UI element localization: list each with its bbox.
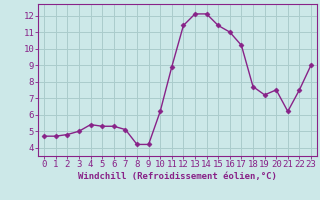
X-axis label: Windchill (Refroidissement éolien,°C): Windchill (Refroidissement éolien,°C) [78, 172, 277, 181]
